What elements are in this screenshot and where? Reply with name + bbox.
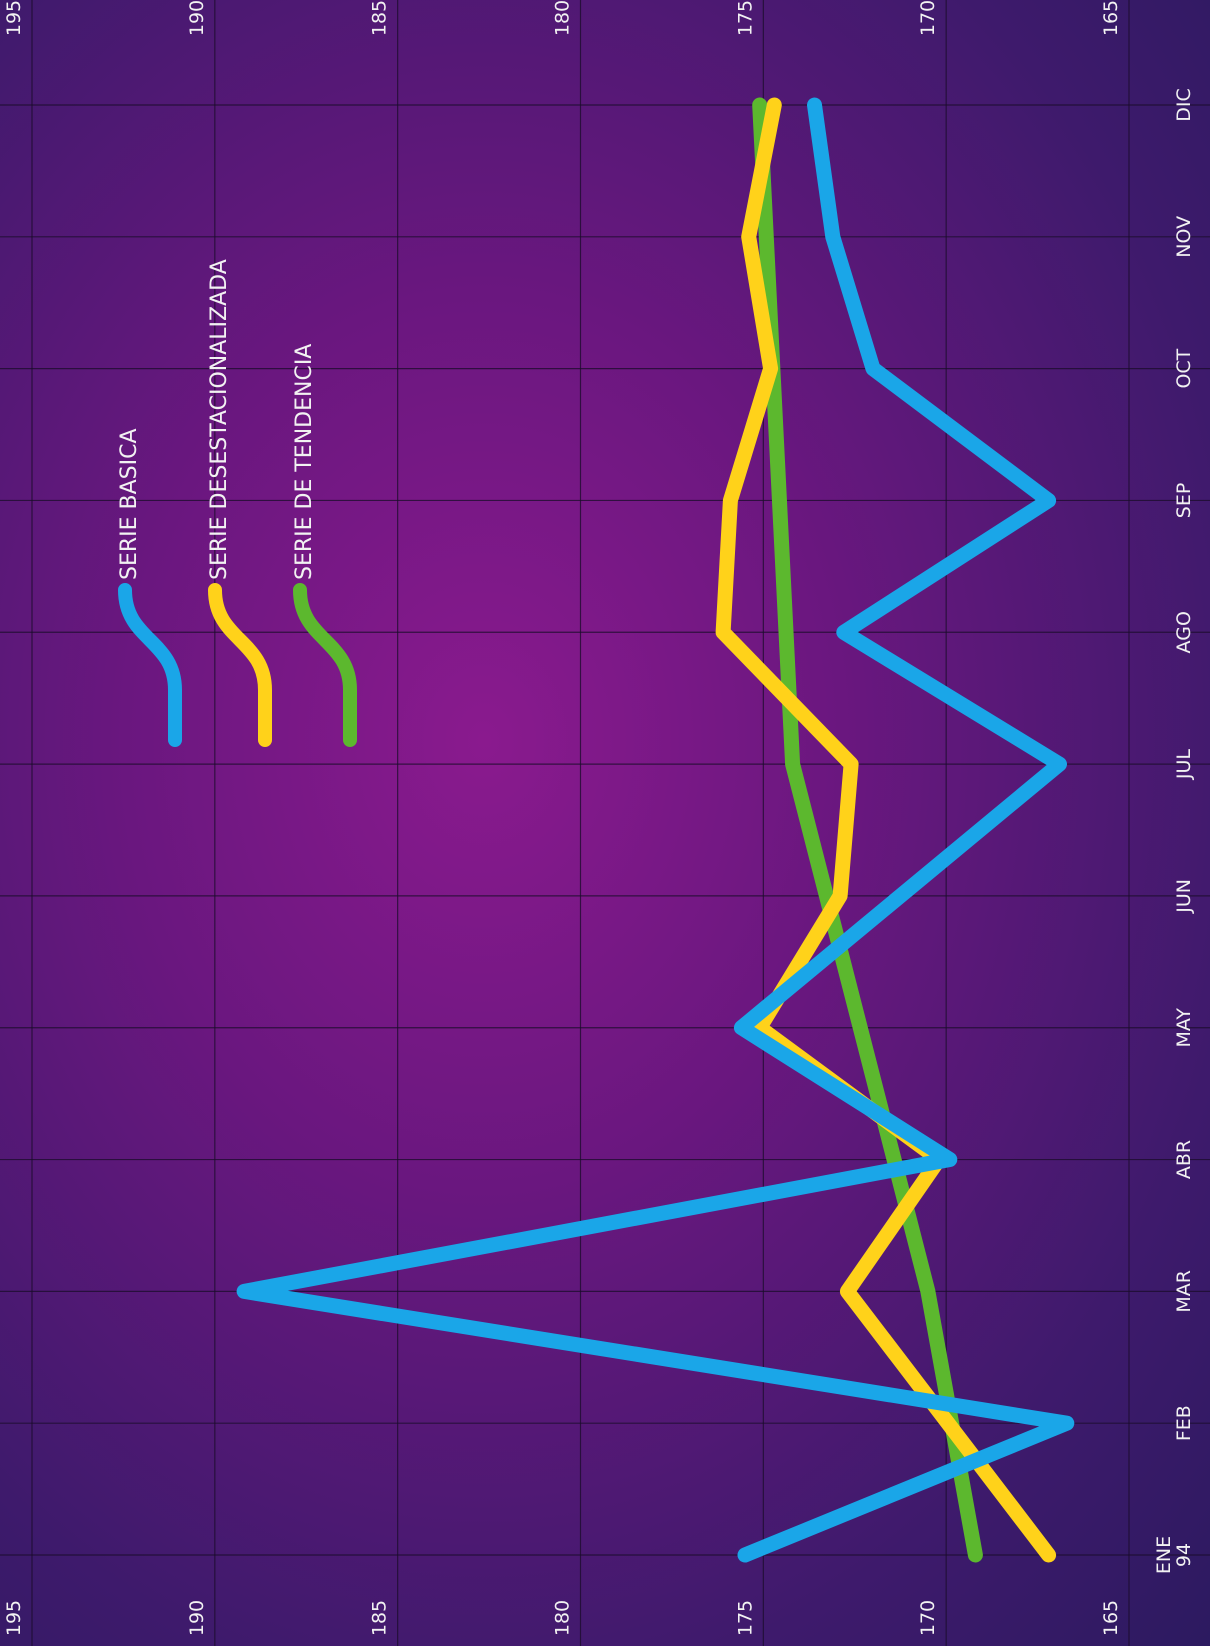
category-label: DIC (1173, 88, 1195, 122)
value-tick-label-bottom: 185 (369, 1600, 391, 1636)
value-tick-label-bottom: 170 (917, 1600, 939, 1636)
category-label: FEB (1173, 1405, 1195, 1441)
category-label: OCT (1173, 348, 1195, 388)
category-label: JUN (1173, 879, 1195, 914)
value-tick-label-top: 185 (369, 0, 391, 36)
value-tick-label-top: 190 (186, 0, 208, 36)
category-label: ABR (1173, 1140, 1195, 1179)
value-tick-label-top: 180 (552, 0, 574, 36)
legend-label: SERIE BASICA (117, 428, 142, 580)
legend-swatch (118, 583, 182, 747)
value-tick-label-bottom: 180 (552, 1600, 574, 1636)
value-tick-label-top: 195 (3, 0, 25, 36)
category-label: 94 (1173, 1543, 1195, 1567)
category-label: NOV (1173, 216, 1195, 258)
category-label: JUL (1173, 749, 1195, 781)
category-label: ENE (1153, 1536, 1175, 1574)
category-label: MAR (1173, 1270, 1195, 1313)
value-tick-label-bottom: 175 (734, 1600, 756, 1636)
category-label: SEP (1173, 483, 1195, 519)
series-line-1 (236, 97, 1075, 1563)
legend-swatch (208, 583, 272, 747)
category-label: AGO (1173, 611, 1195, 653)
legend-swatch (293, 583, 357, 747)
legend-label: SERIE DESESTACIONALIZADA (207, 259, 232, 580)
legend-label: SERIE DE TENDENCIA (292, 344, 317, 580)
category-label: MAY (1173, 1008, 1195, 1048)
value-tick-label-bottom: 190 (186, 1600, 208, 1636)
series-line-3 (752, 97, 983, 1563)
value-tick-label-bottom: 165 (1100, 1600, 1122, 1636)
value-tick-label-bottom: 195 (3, 1600, 25, 1636)
value-tick-label-top: 175 (734, 0, 756, 36)
series-line-2 (715, 97, 1057, 1563)
value-tick-label-top: 170 (917, 0, 939, 36)
value-tick-label-top: 165 (1100, 0, 1122, 36)
